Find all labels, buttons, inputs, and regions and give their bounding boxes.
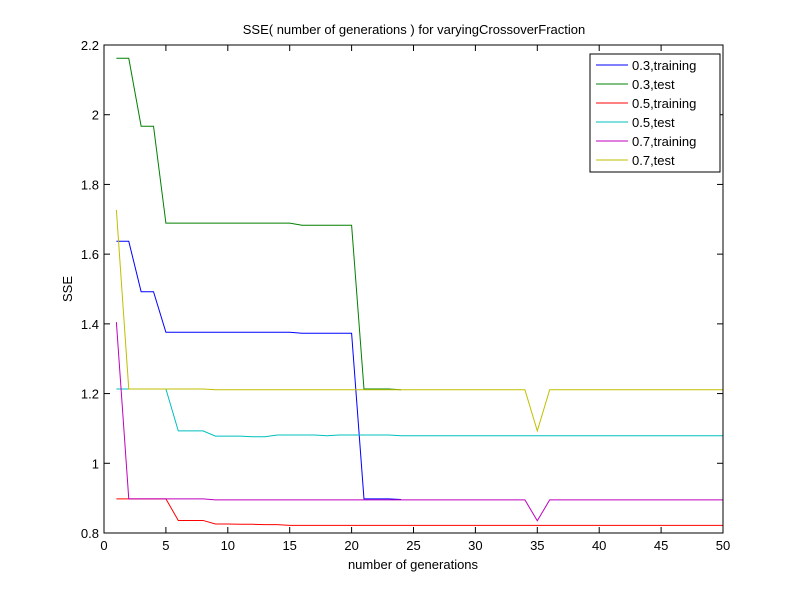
legend: 0.3,training 0.3,test 0.5,training 0.5,test… bbox=[589, 53, 721, 173]
chart-title: SSE( number of generations ) for varying… bbox=[243, 22, 585, 37]
y-tick-label: 1.8 bbox=[81, 177, 99, 192]
y-ticks: 0.8 1 1.2 1.4 1.6 1.8 2 2.2 bbox=[81, 38, 723, 541]
y-axis-label: SSE bbox=[60, 276, 75, 302]
x-tick-label: 30 bbox=[468, 538, 482, 553]
x-tick-label: 0 bbox=[100, 538, 107, 553]
series-line-3 bbox=[116, 388, 723, 438]
series-line-0 bbox=[116, 240, 402, 501]
y-tick-label: 1.2 bbox=[81, 387, 99, 402]
x-tick-label: 20 bbox=[344, 538, 358, 553]
y-tick-label: 1 bbox=[92, 456, 99, 471]
x-axis-label: number of generations bbox=[348, 557, 479, 572]
series-line-4 bbox=[115, 322, 723, 522]
x-tick-label: 50 bbox=[716, 538, 730, 553]
x-tick-label: 5 bbox=[162, 538, 169, 553]
y-tick-label: 2.2 bbox=[81, 38, 99, 53]
x-tick-label: 40 bbox=[592, 538, 606, 553]
series-line-2 bbox=[116, 498, 723, 526]
y-tick-label: 1.6 bbox=[81, 247, 99, 262]
legend-box bbox=[589, 53, 721, 173]
x-tick-label: 45 bbox=[654, 538, 668, 553]
x-tick-label: 35 bbox=[530, 538, 544, 553]
y-tick-label: 0.8 bbox=[81, 526, 99, 541]
legend-label-5: 0.7,test bbox=[632, 153, 675, 168]
plot-area bbox=[115, 57, 723, 526]
series-line-1 bbox=[116, 57, 402, 391]
x-tick-label: 10 bbox=[221, 538, 235, 553]
x-tick-label: 15 bbox=[282, 538, 296, 553]
legend-label-1: 0.3,test bbox=[632, 77, 675, 92]
legend-label-4: 0.7,training bbox=[632, 134, 696, 149]
y-tick-label: 2 bbox=[92, 108, 99, 123]
x-tick-label: 25 bbox=[406, 538, 420, 553]
x-ticks: 0 5 10 15 20 25 30 35 40 45 50 bbox=[100, 45, 730, 553]
y-tick-label: 1.4 bbox=[81, 317, 99, 332]
legend-label-3: 0.5,test bbox=[632, 115, 675, 130]
legend-label-2: 0.5,training bbox=[632, 96, 696, 111]
legend-label-0: 0.3,training bbox=[632, 58, 696, 73]
series-line-5 bbox=[115, 209, 723, 433]
